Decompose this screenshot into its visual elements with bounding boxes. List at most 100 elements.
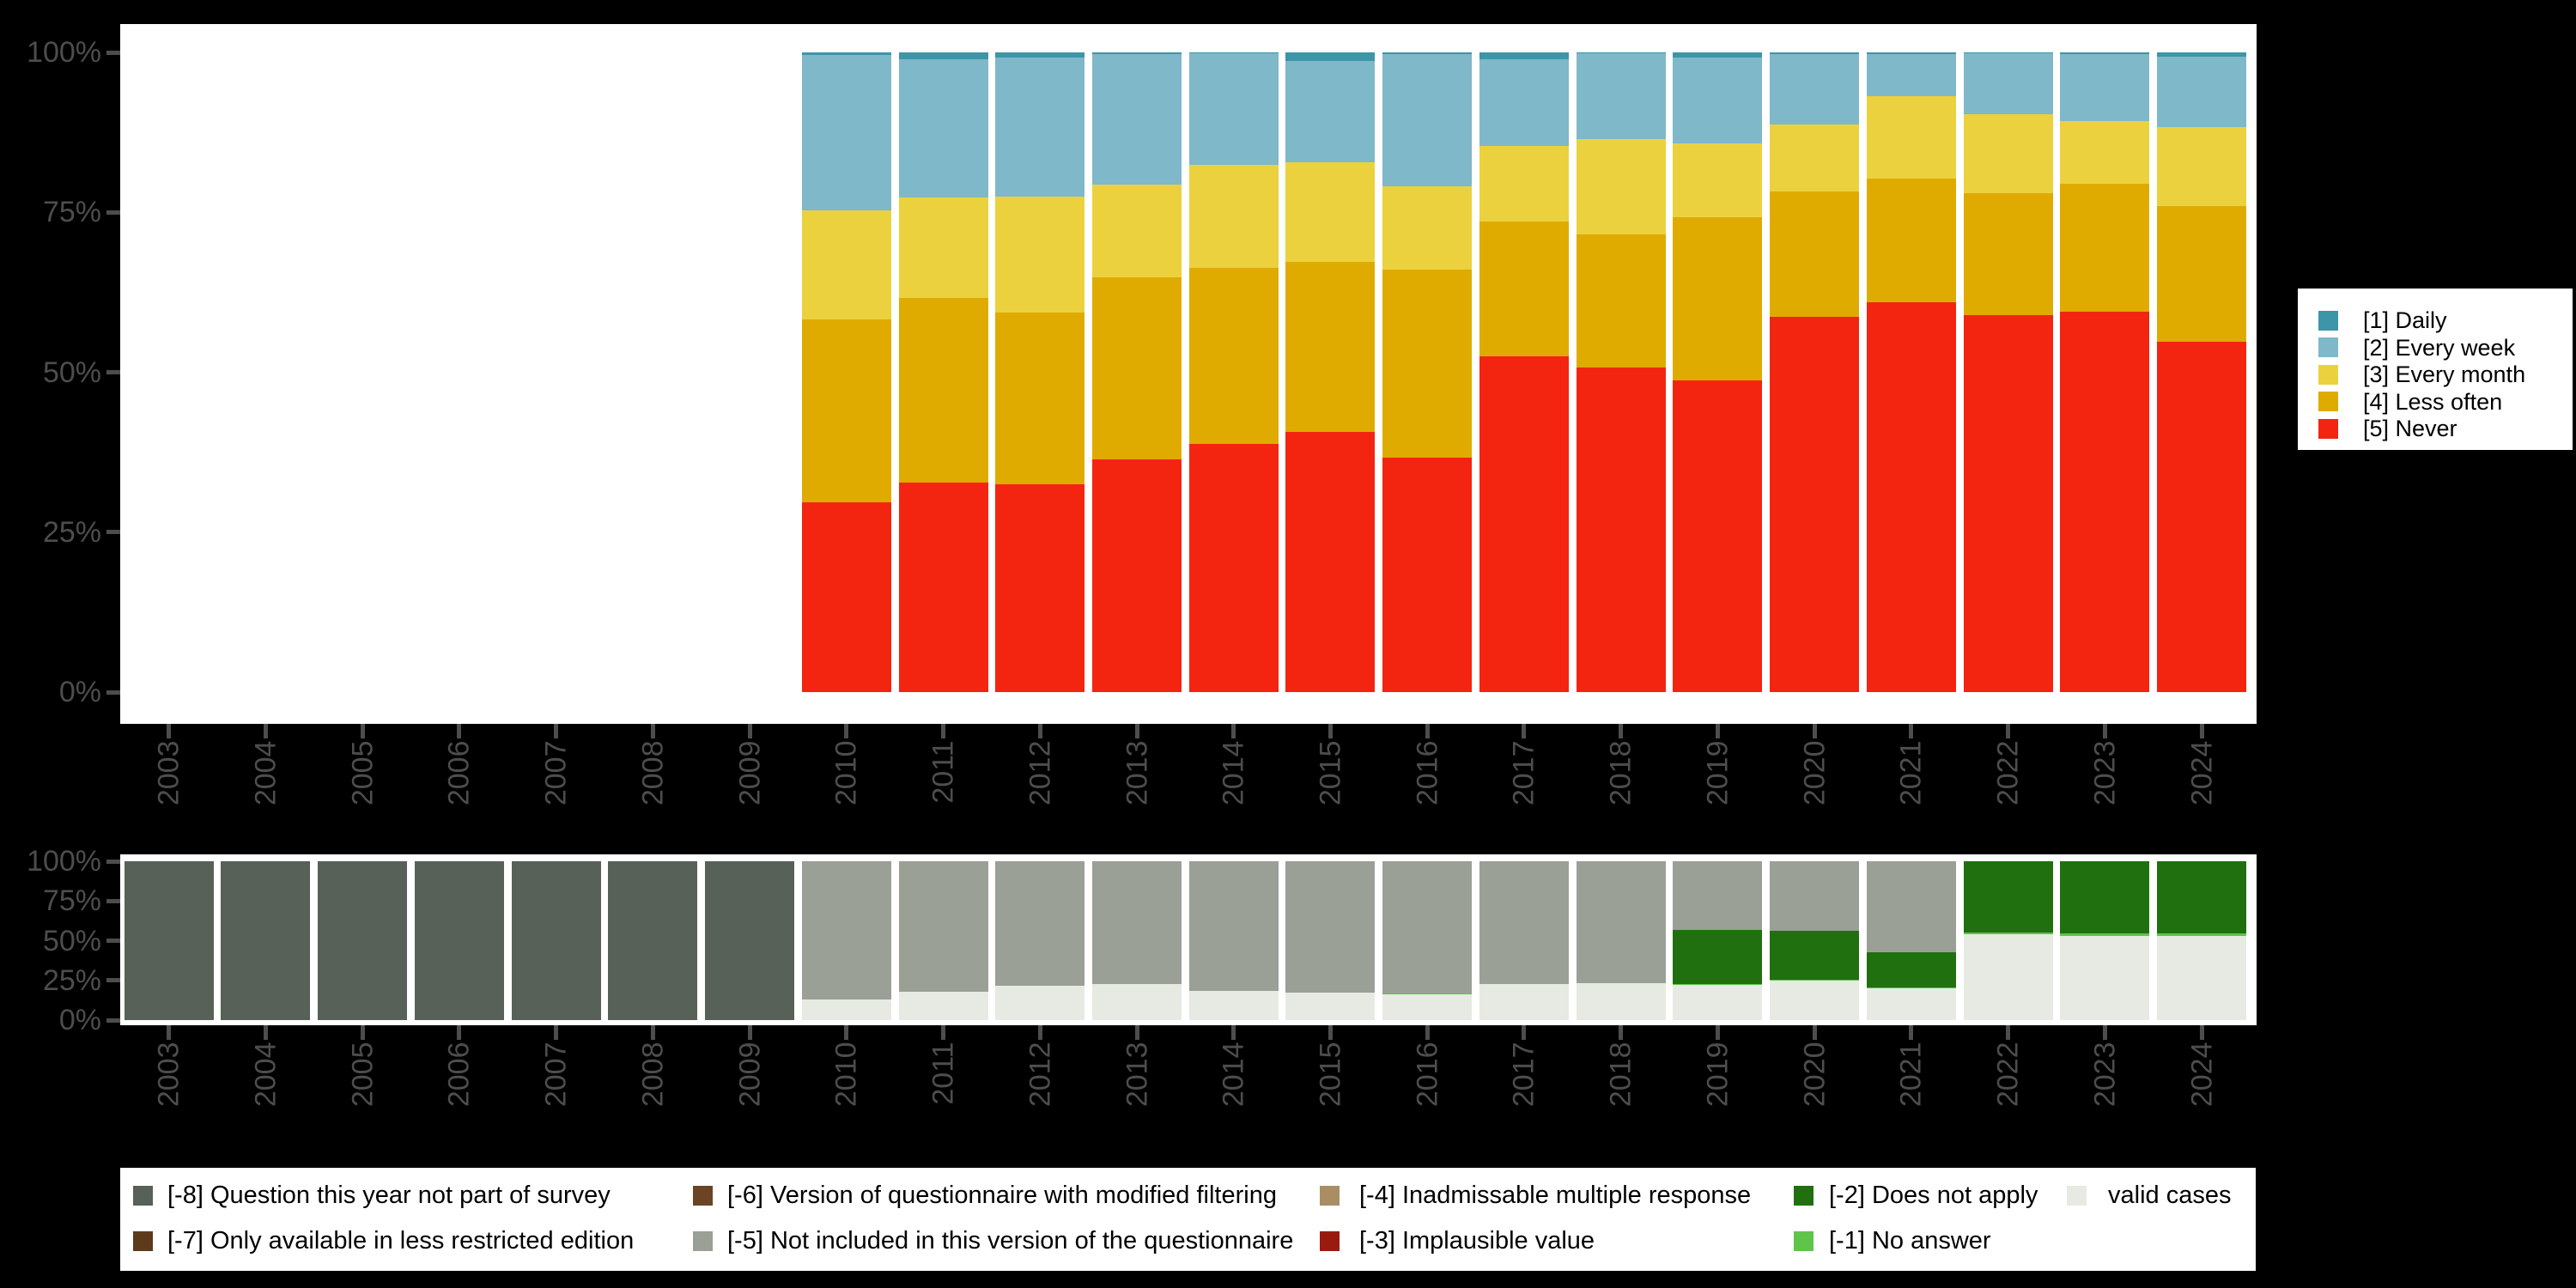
missings-legend-swatch: [1794, 1230, 1814, 1251]
frequency-chart-bar-segment: [801, 55, 891, 210]
missings-chart-x-tick-label: 2017: [1507, 1042, 1540, 1107]
frequency-chart-bar-segment: [801, 502, 891, 692]
missings-chart-bar-segment: [1866, 861, 1956, 952]
frequency-chart-bar-segment: [1673, 217, 1763, 380]
frequency-chart-bar-segment: [995, 313, 1085, 484]
missings-chart-x-tick-mark: [1425, 1025, 1430, 1040]
missings-chart-bar-segment: [1092, 984, 1182, 1020]
frequency-chart-bar-segment: [1382, 54, 1473, 186]
frequency-chart-bar-segment: [1285, 61, 1376, 162]
missings-chart-x-tick-mark: [1909, 1025, 1914, 1040]
missings-chart-bar-segment: [414, 861, 504, 1020]
missings-chart-x-tick-mark: [360, 1025, 365, 1040]
missings-chart-bar-segment: [1770, 981, 1860, 1020]
frequency-chart-x-tick-mark: [1037, 724, 1042, 738]
frequency-chart-bar-segment: [801, 210, 891, 319]
frequency-chart-bar-segment: [1770, 125, 1860, 191]
frequency-chart-bar-segment: [1866, 179, 1956, 302]
frequency-chart-bar-segment: [1576, 234, 1666, 368]
frequency-chart-x-tick-label: 2022: [1991, 740, 2025, 805]
frequency-chart-x-tick-mark: [941, 724, 946, 738]
missings-chart-x-tick-mark: [263, 1025, 268, 1040]
frequency-chart-x-tick-label: 2012: [1024, 740, 1057, 805]
frequency-chart-y-tick-label: 100%: [27, 36, 101, 69]
missings-chart-y-tick-label: 100%: [27, 845, 101, 878]
missings-chart-bar-segment: [1963, 861, 2053, 933]
missings-chart-x-tick-mark: [1619, 1025, 1624, 1040]
frequency-chart-bar-segment: [1866, 54, 1956, 96]
frequency-chart-bar-segment: [898, 483, 988, 692]
missings-chart-bar-segment: [1866, 952, 1956, 987]
missings-chart-bar-segment: [1479, 861, 1569, 984]
frequency-chart-x-tick-mark: [747, 724, 752, 738]
frequency-chart-bar-segment: [2060, 121, 2150, 184]
frequency-chart-bar-segment: [1479, 59, 1569, 146]
frequency-chart-x-tick-mark: [2199, 724, 2204, 738]
missings-chart-bar-segment: [1576, 983, 1666, 1020]
frequency-chart-bar-segment: [898, 197, 988, 298]
missings-chart-x-tick-label: 2022: [1991, 1042, 2025, 1107]
missings-legend-label: [-3] Implausible value: [1359, 1227, 1595, 1255]
frequency-chart-y-tick-mark: [106, 50, 120, 55]
missings-legend-swatch: [133, 1230, 153, 1251]
missings-chart-y-tick-label: 75%: [42, 884, 101, 918]
frequency-chart-x-tick-label: 2014: [1217, 740, 1250, 805]
frequency-chart-x-tick-label: 2023: [2088, 740, 2122, 805]
missings-chart-x-tick-mark: [1037, 1025, 1042, 1040]
frequency-chart-x-tick-mark: [1619, 724, 1624, 738]
frequency-chart-x-tick-label: 2017: [1507, 740, 1540, 805]
frequency-chart-x-tick-mark: [457, 724, 462, 738]
frequency-chart-x-tick-mark: [554, 724, 559, 738]
frequency-chart-x-tick-mark: [1134, 724, 1139, 738]
missings-legend-swatch: [1794, 1185, 1814, 1206]
frequency-chart-x-tick-label: 2009: [733, 740, 767, 805]
missings-chart-y-tick-label: 50%: [42, 924, 101, 957]
missings-chart-x-tick-mark: [1134, 1025, 1139, 1040]
missings-chart-x-tick-label: 2012: [1024, 1042, 1057, 1107]
frequency-chart-bar-segment: [1382, 186, 1473, 270]
missings-legend-swatch: [693, 1230, 713, 1251]
missings-chart-x-tick-mark: [457, 1025, 462, 1040]
frequency-chart-bar-segment: [1963, 52, 2053, 53]
frequency-chart-bar-segment: [898, 59, 988, 197]
missings-chart-x-tick-label: 2018: [1604, 1042, 1637, 1107]
frequency-chart-bar-segment: [1963, 193, 2053, 315]
missings-chart-bar-segment: [608, 861, 698, 1020]
missings-chart-x-tick-mark: [2006, 1025, 2011, 1040]
frequency-chart-x-tick-mark: [1231, 724, 1236, 738]
frequency-chart-x-tick-label: 2008: [636, 740, 670, 805]
frequency-chart-bar-segment: [1963, 53, 2053, 114]
missings-chart-y-tick-mark: [106, 1018, 120, 1023]
missings-chart-bar-segment: [1382, 861, 1473, 993]
frequency-chart-bar-segment: [1866, 302, 1956, 692]
missings-chart-y-tick-mark: [106, 939, 120, 943]
frequency-chart-y-tick-mark: [106, 210, 120, 215]
frequency-chart-bar-segment: [1188, 165, 1279, 268]
missings-chart-x-tick-mark: [650, 1025, 655, 1040]
frequency-chart-bar-segment: [1770, 191, 1860, 317]
missings-chart-bar-segment: [1285, 861, 1376, 993]
frequency-legend-label: [3] Every month: [2363, 361, 2526, 388]
frequency-chart-bar-segment: [1285, 52, 1376, 61]
missings-chart-x-tick-label: 2008: [636, 1042, 670, 1107]
frequency-chart-y-tick-label: 25%: [42, 515, 101, 549]
missings-chart-x-tick-label: 2020: [1798, 1042, 1832, 1107]
missings-chart-y-tick-label: 0%: [58, 1004, 101, 1036]
missings-chart-bar-segment: [2060, 936, 2150, 1020]
frequency-chart-bar-segment: [1866, 96, 1956, 179]
frequency-chart-x-tick-label: 2020: [1798, 740, 1832, 805]
frequency-chart-bar-segment: [1188, 268, 1279, 444]
missings-chart-bar-segment: [2060, 861, 2150, 933]
frequency-chart-x-tick-label: 2003: [152, 740, 185, 805]
frequency-chart-y-tick-label: 75%: [42, 196, 101, 229]
missings-chart-x-tick-label: 2015: [1314, 1042, 1347, 1107]
frequency-legend-swatch: [2318, 337, 2338, 358]
missings-legend-swatch: [1320, 1185, 1340, 1206]
missings-chart-x-tick-label: 2003: [152, 1042, 185, 1107]
frequency-chart-bar-segment: [1479, 222, 1569, 356]
missings-chart-bar-segment: [1673, 930, 1763, 984]
frequency-chart-x-tick-mark: [263, 724, 268, 738]
missings-chart-y-tick-label: 25%: [42, 963, 101, 997]
missings-chart-y-tick-mark: [106, 978, 120, 983]
frequency-chart-bar-segment: [1285, 432, 1376, 692]
